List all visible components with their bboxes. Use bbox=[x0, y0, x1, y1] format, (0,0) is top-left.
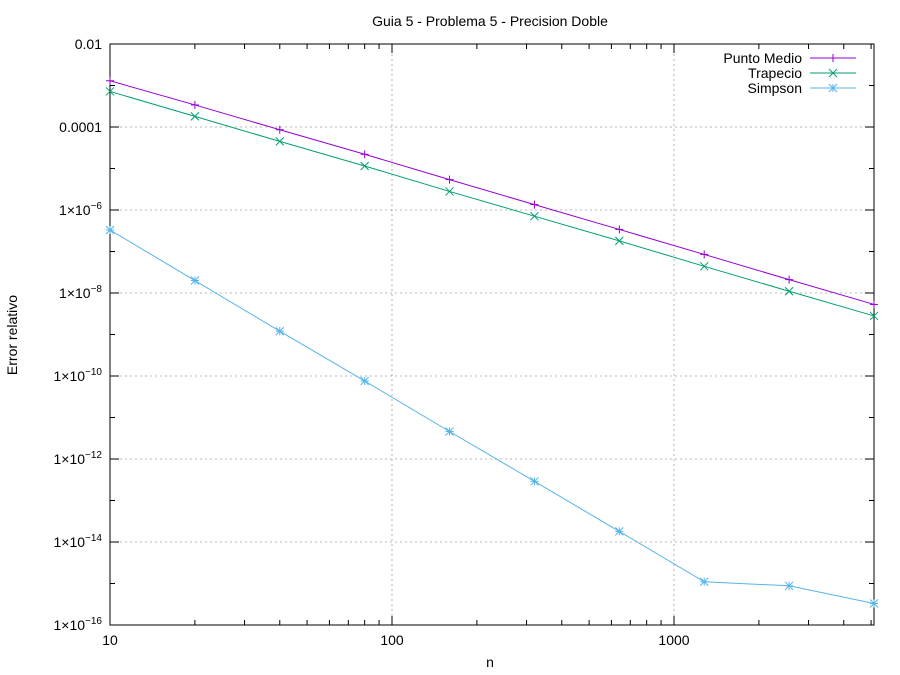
marker-stroke bbox=[699, 261, 709, 271]
data-point bbox=[530, 476, 539, 486]
marker-stroke bbox=[445, 187, 454, 196]
series-simpson bbox=[105, 225, 879, 608]
y-tick-exponent: −14 bbox=[85, 533, 102, 544]
x-tick-label: 100 bbox=[380, 632, 404, 648]
data-point bbox=[699, 577, 709, 587]
y-tick-label: 1×10−6 bbox=[59, 201, 102, 218]
y-tick-mantissa: 1×10 bbox=[59, 202, 91, 218]
marker-stroke bbox=[869, 311, 879, 321]
series-line bbox=[109, 80, 875, 305]
y-tick-mantissa: 1×10 bbox=[53, 451, 85, 467]
data-point bbox=[614, 236, 624, 246]
data-point bbox=[445, 187, 454, 196]
marker-stroke bbox=[828, 83, 838, 93]
y-tick-label: 1×10−12 bbox=[53, 450, 102, 467]
y-tick-exponent: −6 bbox=[91, 201, 103, 212]
data-point bbox=[785, 275, 794, 284]
data-point bbox=[190, 112, 200, 121]
marker-stroke bbox=[699, 577, 709, 587]
marker-stroke bbox=[614, 527, 624, 536]
data-point bbox=[784, 581, 794, 591]
data-point bbox=[445, 175, 454, 184]
data-point bbox=[105, 225, 115, 235]
marker-stroke bbox=[360, 376, 370, 386]
data-point bbox=[530, 200, 539, 209]
data-point bbox=[530, 211, 539, 221]
data-point bbox=[869, 599, 879, 608]
marker-stroke bbox=[784, 286, 794, 296]
marker-stroke bbox=[784, 581, 794, 591]
marker-stroke bbox=[190, 112, 200, 121]
series-trapecio bbox=[105, 87, 879, 321]
marker-stroke bbox=[105, 225, 115, 235]
marker-stroke bbox=[275, 326, 285, 336]
data-point bbox=[106, 76, 114, 85]
y-tick-label: 1×10−14 bbox=[53, 533, 102, 550]
x-tick-labels: 10 100 1000 bbox=[102, 632, 690, 648]
series-line bbox=[109, 90, 875, 317]
marker-stroke bbox=[828, 68, 838, 78]
marker-stroke bbox=[445, 427, 454, 436]
marker-stroke bbox=[275, 137, 285, 146]
y-tick-label: 0.01 bbox=[75, 36, 102, 52]
marker-stroke bbox=[360, 161, 370, 171]
series-lines bbox=[105, 76, 879, 608]
y-tick-mantissa: 1×10 bbox=[53, 534, 85, 550]
data-point bbox=[360, 161, 370, 171]
data-point bbox=[784, 286, 794, 296]
data-point bbox=[360, 376, 370, 386]
y-tick-exponent: −8 bbox=[91, 284, 103, 295]
y-tick-label: 0.0001 bbox=[59, 119, 102, 135]
marker-stroke bbox=[530, 211, 539, 221]
marker-stroke bbox=[530, 476, 539, 486]
data-point bbox=[275, 137, 285, 146]
y-tick-mantissa: 1×10 bbox=[53, 617, 85, 633]
y-axis-label: Error relativo bbox=[4, 295, 20, 375]
y-tick-exponent: −12 bbox=[85, 450, 102, 461]
y-tick-label: 1×10−16 bbox=[53, 616, 102, 633]
data-point bbox=[869, 311, 879, 321]
x-tick-label: 1000 bbox=[658, 632, 689, 648]
y-tick-mantissa: 1×10 bbox=[53, 368, 85, 384]
data-point bbox=[615, 225, 624, 234]
series-punto-medio bbox=[106, 76, 878, 309]
data-point bbox=[614, 527, 624, 536]
data-point bbox=[105, 87, 115, 96]
y-tick-exponent: −10 bbox=[85, 367, 102, 378]
y-tick-label: 1×10−8 bbox=[59, 284, 102, 301]
legend-marker bbox=[829, 54, 837, 62]
marker-stroke bbox=[190, 276, 200, 285]
x-axis-label: n bbox=[486, 654, 494, 670]
legend-label: Simpson bbox=[748, 80, 802, 96]
data-point bbox=[870, 300, 878, 309]
y-tick-exponent: −16 bbox=[85, 616, 102, 627]
data-point bbox=[360, 150, 369, 159]
axis-ticks bbox=[109, 43, 874, 626]
y-tick-labels: 0.010.00011×10−61×10−81×10−101×10−121×10… bbox=[53, 36, 102, 633]
marker-stroke bbox=[105, 87, 115, 96]
legend-label: Trapecio bbox=[748, 65, 802, 81]
x-tick-label: 10 bbox=[102, 632, 118, 648]
data-point bbox=[700, 250, 709, 259]
marker-stroke bbox=[614, 236, 624, 246]
grid bbox=[110, 44, 874, 625]
chart-title: Guia 5 - Problema 5 - Precision Doble bbox=[372, 13, 608, 29]
data-point bbox=[190, 100, 199, 109]
marker-stroke bbox=[869, 599, 879, 608]
series-line bbox=[109, 229, 875, 604]
data-point bbox=[190, 276, 200, 285]
data-point bbox=[275, 125, 284, 134]
legend-marker bbox=[828, 83, 838, 93]
legend-marker bbox=[828, 68, 838, 78]
data-point bbox=[445, 427, 454, 436]
data-point bbox=[699, 261, 709, 271]
data-point bbox=[275, 326, 285, 336]
y-tick-mantissa: 1×10 bbox=[59, 285, 91, 301]
legend-label: Punto Medio bbox=[723, 50, 802, 66]
plot-frame bbox=[109, 43, 875, 626]
y-tick-label: 1×10−10 bbox=[53, 367, 102, 384]
